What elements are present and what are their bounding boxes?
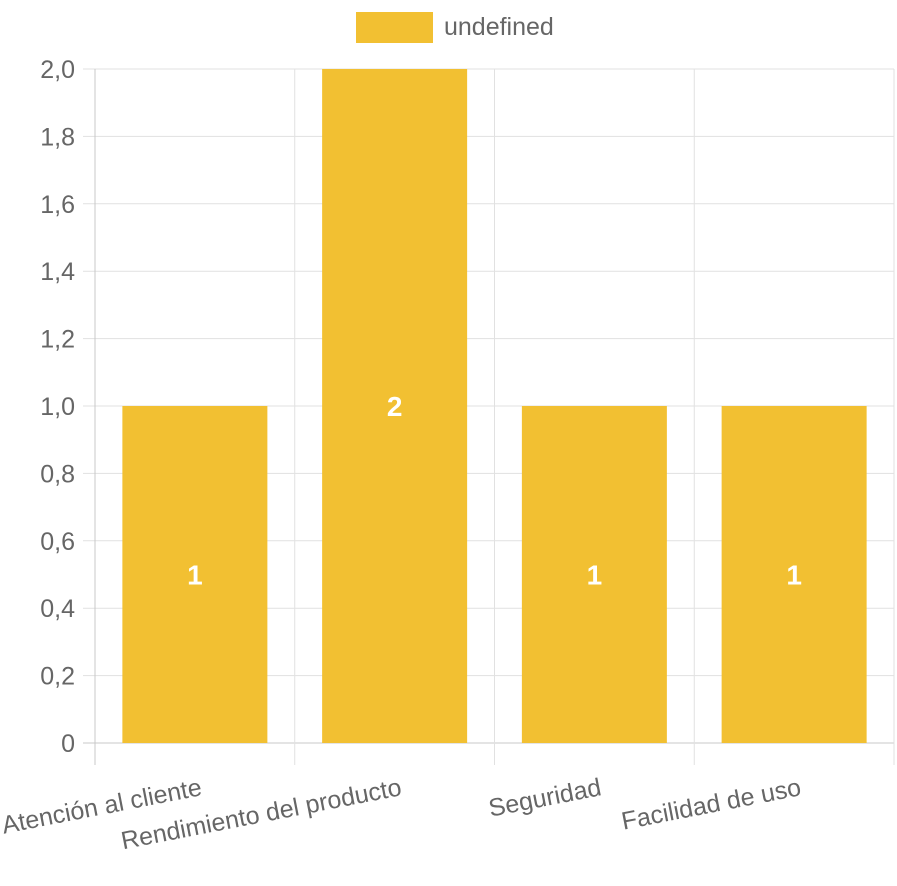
y-tick-label: 1,0 bbox=[40, 393, 75, 421]
y-tick-label: 1,2 bbox=[40, 326, 75, 354]
x-tick-label: Seguridad bbox=[486, 773, 603, 822]
bar[interactable] bbox=[322, 69, 468, 743]
legend-swatch[interactable] bbox=[356, 12, 433, 43]
data-labels: 1 2 1 1 bbox=[187, 391, 802, 591]
y-tick-label: 1,8 bbox=[40, 123, 75, 151]
data-label: 2 bbox=[387, 391, 403, 422]
y-tick-label: 0,6 bbox=[40, 528, 75, 556]
data-label: 1 bbox=[187, 560, 203, 591]
y-tick-label: 1,4 bbox=[40, 258, 75, 286]
bars bbox=[122, 69, 867, 743]
bar[interactable] bbox=[521, 406, 667, 743]
x-tick-label: Facilidad de uso bbox=[619, 773, 803, 835]
y-tick-label: 2,0 bbox=[40, 56, 75, 84]
legend[interactable]: undefined bbox=[356, 12, 554, 43]
y-tick-label: 1,6 bbox=[40, 191, 75, 219]
data-label: 1 bbox=[786, 560, 802, 591]
y-tick-label: 0 bbox=[61, 730, 75, 758]
bar[interactable] bbox=[721, 406, 867, 743]
y-tick-label: 0,8 bbox=[40, 460, 75, 488]
bar[interactable] bbox=[122, 406, 268, 743]
y-tick-label: 0,2 bbox=[40, 663, 75, 691]
data-label: 1 bbox=[587, 560, 603, 591]
legend-label[interactable]: undefined bbox=[444, 13, 554, 41]
y-tick-label: 0,4 bbox=[40, 595, 75, 623]
